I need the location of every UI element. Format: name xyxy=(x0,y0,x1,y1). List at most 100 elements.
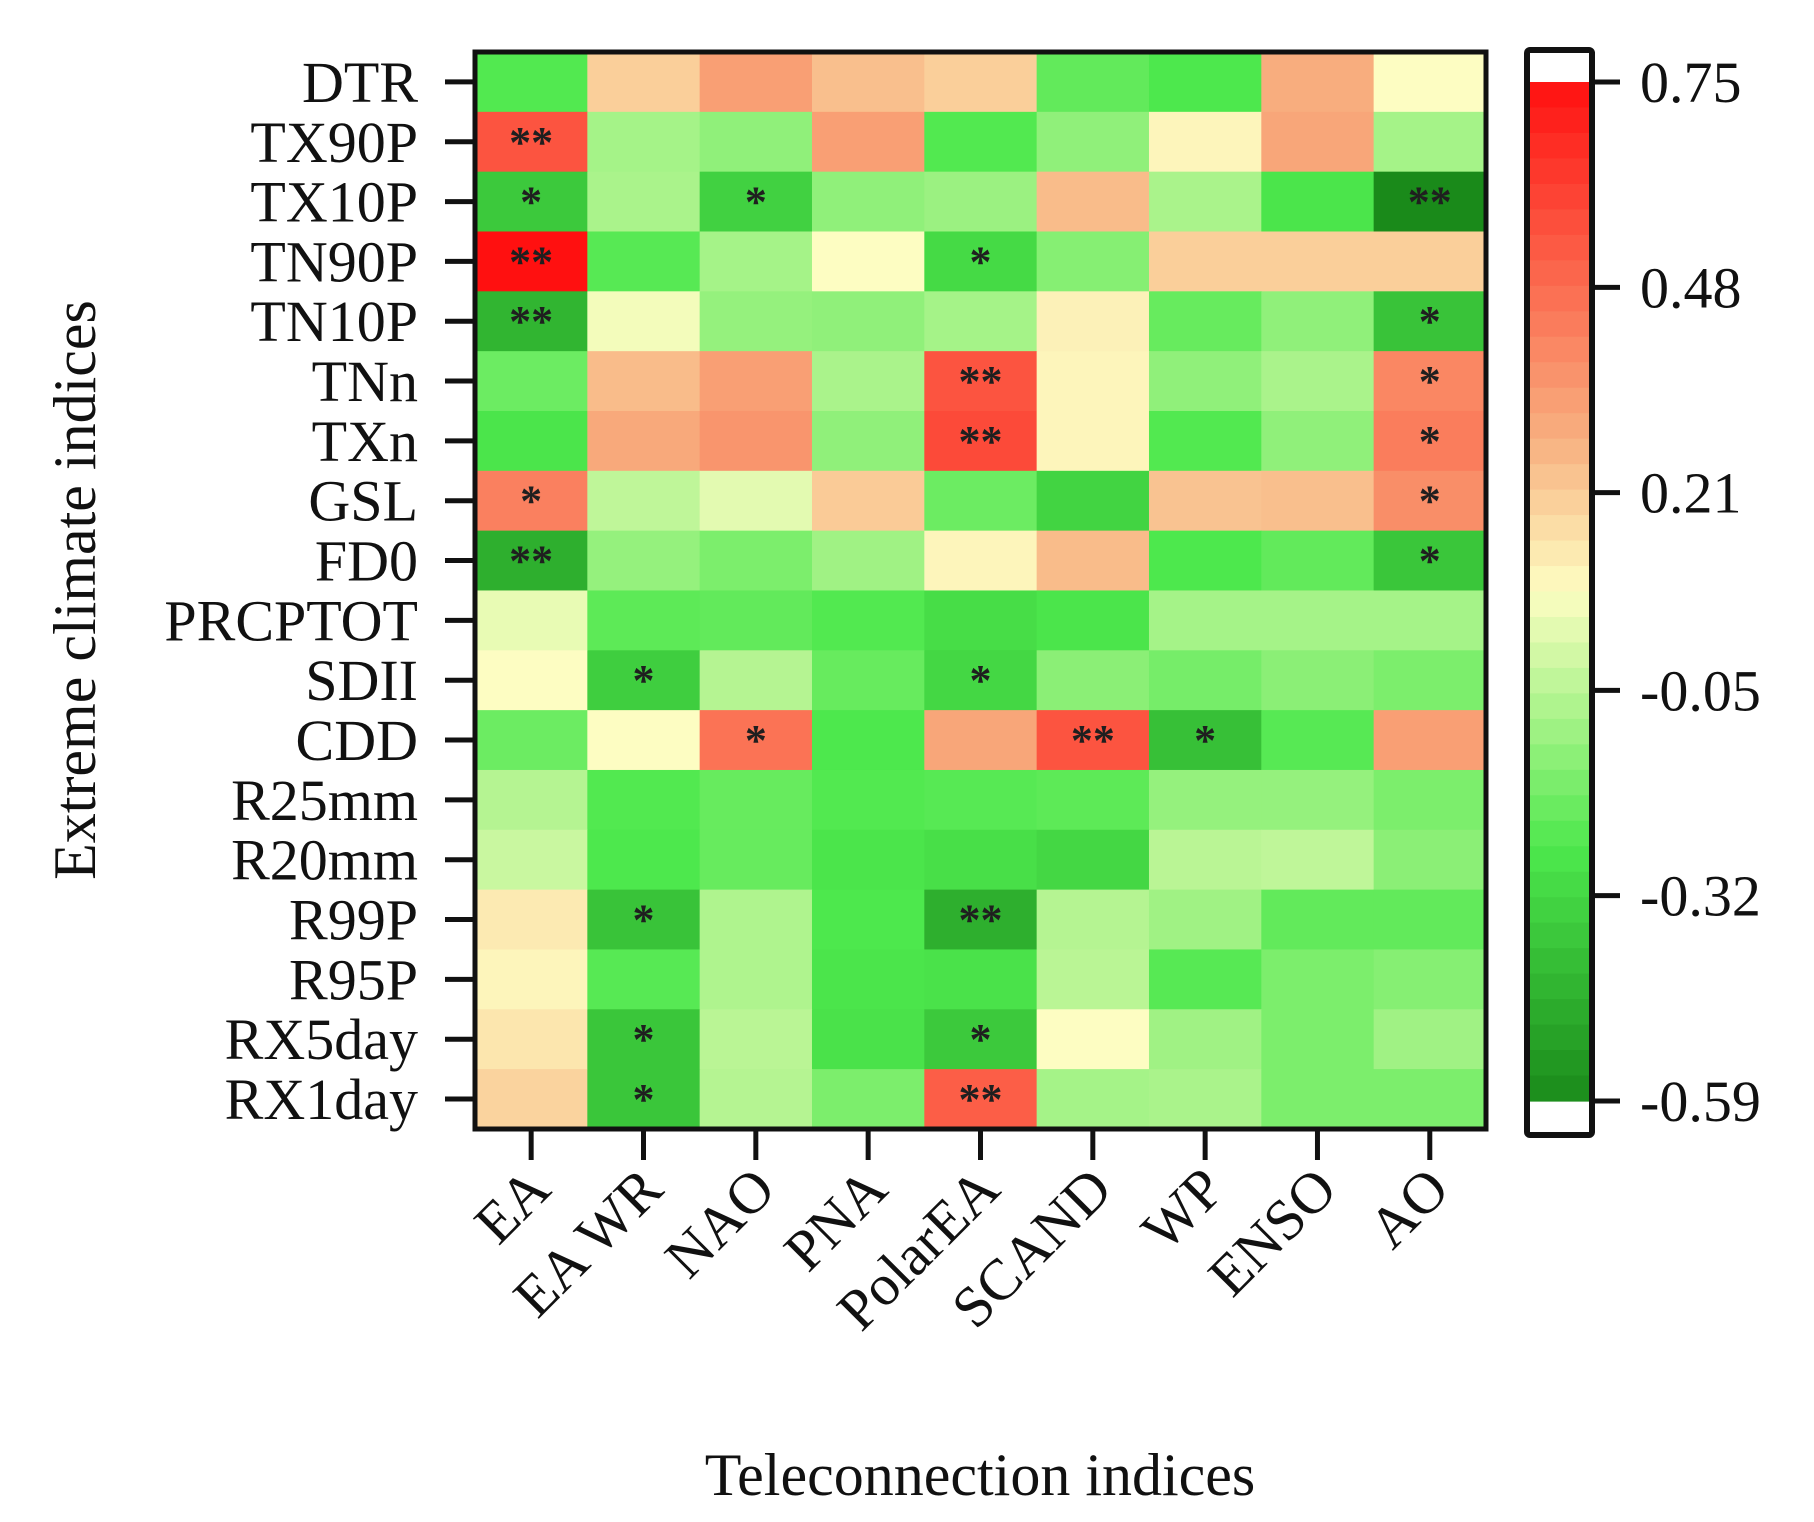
heatmap-cell xyxy=(699,52,813,113)
y-tick-label: R25mm xyxy=(231,768,418,833)
heatmap-cell xyxy=(475,171,588,233)
y-tick-label: RX5day xyxy=(225,1007,418,1072)
heatmap-cell xyxy=(475,710,588,771)
colorbar-segment xyxy=(1527,642,1592,669)
heatmap-cell xyxy=(1148,52,1262,113)
significance-marker: ** xyxy=(1071,716,1115,765)
significance-marker: ** xyxy=(509,237,553,286)
heatmap-cell xyxy=(1036,949,1150,1010)
colorbar-segment xyxy=(1527,667,1592,695)
heatmap-cell xyxy=(475,52,588,113)
heatmap-cell xyxy=(1148,351,1262,412)
colorbar-segment xyxy=(1527,209,1592,236)
heatmap-cell xyxy=(475,769,588,831)
x-tick-label: ENSO xyxy=(1196,1155,1349,1308)
heatmap-cell xyxy=(475,111,588,173)
heatmap-cell xyxy=(699,351,813,412)
heatmap-cell xyxy=(811,410,925,472)
significance-marker: * xyxy=(745,716,767,765)
significance-marker: * xyxy=(633,1015,655,1064)
significance-marker: * xyxy=(520,178,542,227)
colorbar-segment xyxy=(1527,973,1592,1000)
heatmap-cell xyxy=(699,650,813,711)
significance-marker: * xyxy=(1194,716,1216,765)
heatmap-cell xyxy=(1148,1009,1262,1070)
colorbar-segment xyxy=(1527,846,1592,873)
y-tick-label: R20mm xyxy=(231,828,418,893)
heatmap-cell xyxy=(1373,171,1487,233)
y-tick-label: TN90P xyxy=(250,229,418,294)
heatmap-cell xyxy=(475,829,588,891)
colorbar-segment xyxy=(1527,336,1592,363)
colorbar-segment xyxy=(1527,82,1592,109)
heatmap-cell xyxy=(587,291,701,352)
heatmap-cell xyxy=(1261,1009,1375,1070)
heatmap-cell xyxy=(924,410,1038,472)
heatmap-cell xyxy=(475,590,588,651)
heatmap-cell xyxy=(1148,111,1262,173)
heatmap-cell xyxy=(1261,351,1375,412)
heatmap-cell xyxy=(1036,590,1150,651)
x-axis-title: Teleconnection indices xyxy=(705,1442,1256,1508)
heatmap-cell xyxy=(924,171,1038,233)
colorbar-segment xyxy=(1527,234,1592,261)
heatmap-cell xyxy=(475,1009,588,1070)
significance-marker: ** xyxy=(509,297,553,346)
colorbar-segment xyxy=(1527,311,1592,338)
colorbar-segment xyxy=(1527,1050,1592,1077)
significance-marker: * xyxy=(1419,297,1441,346)
colorbar-segment xyxy=(1527,489,1592,516)
heatmap-cell xyxy=(924,470,1038,532)
heatmap-cell xyxy=(1036,1009,1150,1070)
heatmap-cell xyxy=(811,171,925,233)
x-tick-label: AO xyxy=(1356,1155,1461,1260)
heatmap-cell xyxy=(1261,231,1375,292)
heatmap-cell xyxy=(1261,949,1375,1010)
colorbar-segment xyxy=(1527,616,1592,644)
significance-marker: * xyxy=(633,896,655,945)
heatmap-cell xyxy=(1148,590,1262,651)
heatmap-cell xyxy=(587,111,701,173)
y-tick-label: GSL xyxy=(308,469,418,534)
heatmap-cell xyxy=(1373,410,1487,472)
colorbar-segment xyxy=(1527,820,1592,847)
heatmap-cell xyxy=(1373,470,1487,532)
significance-markers: *** * **** *** *** *** ** *** ** ** ** ** *** ** ** xyxy=(509,118,1452,1124)
heatmap-cell xyxy=(1148,291,1262,352)
heatmap-cell xyxy=(699,949,813,1010)
x-tick-label: NAO xyxy=(652,1155,787,1290)
heatmap-cell xyxy=(924,710,1038,771)
heatmap-cell xyxy=(587,171,701,233)
heatmap-cell xyxy=(699,710,813,771)
heatmap-cell xyxy=(1036,829,1150,891)
heatmap-cell xyxy=(587,710,701,771)
heatmap-cell xyxy=(811,650,925,711)
heatmap-cell xyxy=(475,291,588,352)
heatmap-cell xyxy=(1036,291,1150,352)
heatmap-cell xyxy=(699,171,813,233)
heatmap-cell xyxy=(1036,1069,1150,1130)
significance-marker: ** xyxy=(509,118,553,167)
heatmap-cell xyxy=(1148,171,1262,233)
significance-marker: * xyxy=(1419,357,1441,406)
y-axis-title: Extreme climate indices xyxy=(42,300,108,880)
heatmap-cell xyxy=(811,1069,925,1130)
heatmap-cell xyxy=(1148,470,1262,532)
heatmap-cell xyxy=(1261,590,1375,651)
heatmap-cell xyxy=(1373,231,1487,292)
heatmap-cell xyxy=(1261,291,1375,352)
colorbar-segment xyxy=(1527,897,1592,924)
heatmap-cell xyxy=(924,829,1038,891)
heatmap-cell xyxy=(1261,710,1375,771)
heatmap-cell xyxy=(1261,829,1375,891)
heatmap-cell xyxy=(475,949,588,1010)
heatmap-cell xyxy=(699,530,813,592)
heatmap-cell xyxy=(1148,710,1262,771)
colorbar-segment xyxy=(1527,515,1592,542)
heatmap-cell xyxy=(699,231,813,292)
heatmap-cell xyxy=(1148,530,1262,592)
heatmap-cell xyxy=(924,52,1038,113)
heatmap-cell xyxy=(587,590,701,651)
y-tick-label: SDII xyxy=(305,648,418,713)
colorbar-tick-label: 0.75 xyxy=(1640,50,1742,115)
